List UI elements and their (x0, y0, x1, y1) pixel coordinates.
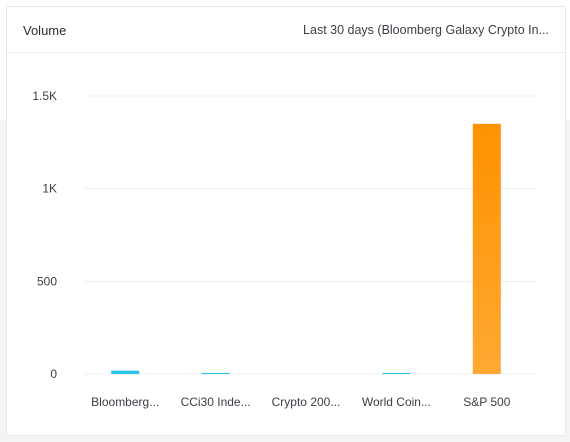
x-category-label: Crypto 200... (272, 395, 341, 409)
card-header: Volume Last 30 days (Bloomberg Galaxy Cr… (7, 7, 565, 53)
y-tick-label: 1K (42, 182, 57, 196)
x-category-label: World Coin... (362, 395, 431, 409)
volume-chart-card: Volume Last 30 days (Bloomberg Galaxy Cr… (6, 6, 566, 436)
y-tick-label: 500 (37, 274, 57, 288)
bar-4[interactable] (472, 123, 501, 374)
x-category-label: CCi30 Inde... (181, 395, 251, 409)
x-category-label: Bloomberg... (91, 395, 159, 409)
bar-3[interactable] (382, 373, 411, 374)
y-tick-label: 1.5K (32, 89, 57, 103)
date-range-selector[interactable]: Last 30 days (Bloomberg Galaxy Crypto In… (303, 23, 549, 37)
x-category-label: S&P 500 (463, 395, 510, 409)
card-title: Volume (23, 23, 67, 38)
y-tick-label: 0 (50, 367, 57, 381)
bar-0[interactable] (111, 370, 140, 374)
bar-1[interactable] (201, 373, 230, 374)
